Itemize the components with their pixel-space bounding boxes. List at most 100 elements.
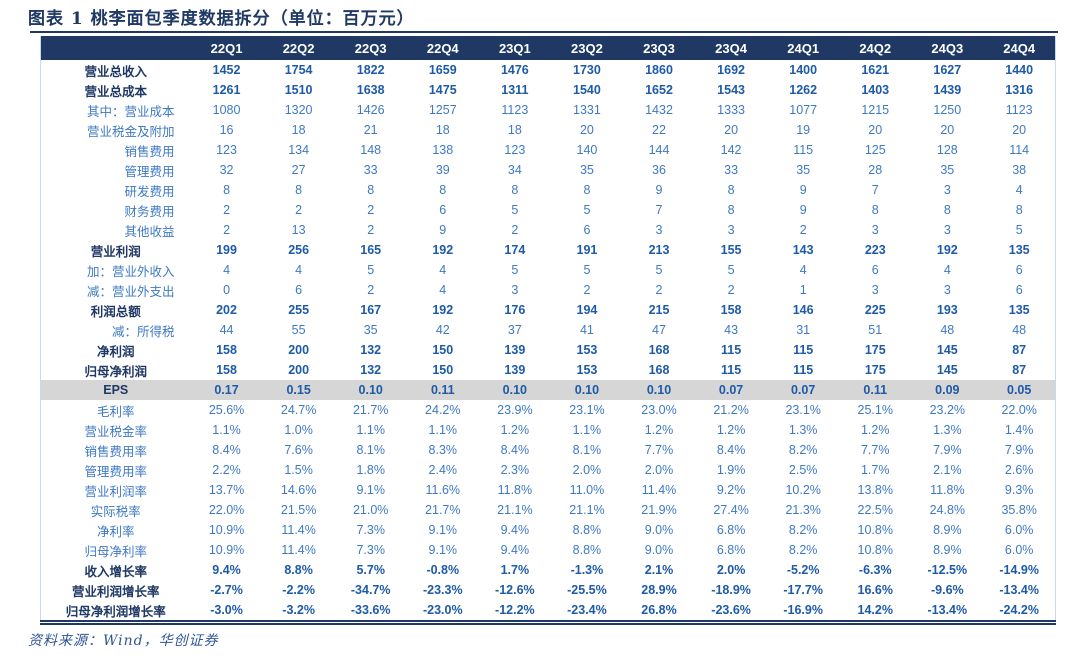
figure-title: 图表 1 桃李面包季度数据拆分（单位：百万元） [28, 9, 415, 29]
value-cell: 24.7% [280, 403, 317, 417]
value-cell: 9 [655, 183, 663, 197]
value-cell: -12.5% [927, 563, 968, 577]
value-cell: 11.8% [497, 483, 533, 497]
value-cell: 24.2% [425, 403, 461, 417]
table-row: 营业总收入 1452 1754 1822 1659 1476 1730 1860 1692 140… [41, 60, 1056, 80]
value-cell: 128 [936, 143, 958, 157]
value-cell: 150 [432, 343, 454, 357]
value-cell: 2.1% [644, 563, 674, 577]
quarter-header-cell: 23Q4 [695, 36, 768, 60]
value-cell: 11.4% [281, 523, 316, 537]
value-cell: 1.1% [428, 423, 458, 437]
table-row: 其中：营业成本 1080 1320 1426 1257 1123 1331 1432 1333 1… [41, 100, 1056, 120]
value-cell: -13.4% [927, 603, 968, 617]
row-label: 管理费用 [124, 164, 175, 179]
value-cell: 42 [435, 323, 450, 337]
value-cell: 25.6% [208, 403, 245, 417]
value-cell: 48 [1012, 323, 1027, 337]
value-cell: 132 [360, 343, 382, 357]
value-cell: 192 [936, 243, 958, 257]
value-cell: 0.10 [550, 380, 623, 400]
value-cell: 4 [1015, 183, 1023, 197]
value-cell: 158 [216, 363, 237, 377]
value-cell: 9.0% [644, 523, 674, 537]
value-cell: 4 [439, 263, 447, 277]
value-cell: 7.3% [356, 523, 385, 537]
value-cell: 175 [864, 363, 886, 377]
row-label: 加：营业外收入 [86, 264, 175, 279]
value-cell: 9.4% [500, 543, 530, 557]
value-cell: 158 [720, 303, 742, 317]
quarter-header-cell: 23Q3 [622, 36, 696, 60]
value-cell: 22.5% [857, 503, 893, 517]
value-cell: 1077 [789, 103, 818, 117]
value-cell: 2.0% [572, 463, 602, 477]
row-label: 营业税金率 [84, 424, 147, 439]
value-cell: 33 [363, 163, 378, 177]
value-cell: 23.1% [785, 403, 821, 417]
value-cell: 8.8% [284, 563, 313, 577]
value-cell: -24.2% [999, 603, 1039, 617]
value-cell: 9.1% [356, 483, 385, 497]
table-row: EPS 0.17 0.15 0.10 0.11 0.10 0.10 0.10 0.07 0.07 0… [40, 380, 1056, 400]
value-cell: 1.8% [356, 463, 385, 477]
value-cell: -0.8% [426, 563, 460, 577]
value-cell: 5 [583, 203, 591, 217]
value-cell: 35.8% [1001, 503, 1037, 517]
value-cell: 1403 [861, 83, 890, 97]
table-row: 营业利润率 13.7% 14.6% 9.1% 11.6% 11.8% 11.0% 11.4% 9… [41, 480, 1056, 500]
value-cell: 8 [1015, 203, 1023, 217]
table-row: 减：所得税 44 55 35 42 37 41 47 43 31 51 48 48 [41, 320, 1056, 340]
value-cell: 167 [360, 303, 382, 317]
value-cell: 21.2% [713, 403, 749, 417]
value-cell: 6 [295, 283, 303, 297]
value-cell: -3.0% [210, 603, 243, 617]
table-row: 毛利率 25.6% 24.7% 21.7% 24.2% 23.9% 23.1% 23.0% 21… [41, 400, 1056, 420]
value-cell: 8 [583, 183, 591, 197]
value-cell: 25.1% [857, 403, 893, 417]
value-cell: 26.8% [641, 603, 677, 617]
table-row: 收入增长率 9.4% 8.8% 5.7% -0.8% 1.7% -1.3% 2.1% 2.0% -… [41, 560, 1056, 580]
value-cell: 1440 [1005, 63, 1034, 77]
value-cell: 11.4% [281, 543, 316, 557]
row-label: 归母净利率 [84, 544, 147, 559]
value-cell: 191 [576, 243, 598, 257]
row-label: 管理费用率 [84, 464, 147, 479]
value-cell: 3 [943, 283, 951, 297]
value-cell: 31 [796, 323, 811, 337]
value-cell: 8.4% [500, 443, 530, 457]
quarter-header-cell: 22Q3 [334, 36, 407, 60]
value-cell: 6.0% [1004, 523, 1034, 537]
value-cell: 134 [288, 143, 310, 157]
table-row: 归母净利率 10.9% 11.4% 7.3% 9.1% 9.4% 8.8% 9.0% 6.8% 8… [41, 540, 1056, 560]
value-cell: 1.2% [500, 423, 530, 437]
value-cell: 1754 [284, 63, 313, 77]
value-cell: -6.3% [858, 563, 892, 577]
value-cell: 33 [724, 163, 739, 177]
value-cell: -14.9% [999, 563, 1039, 577]
value-cell: 2 [367, 283, 375, 297]
value-cell: -13.4% [999, 583, 1039, 597]
value-cell: 35 [940, 163, 955, 177]
value-cell: 8.9% [933, 523, 962, 537]
table-row: 营业税金及附加 16 18 21 18 18 20 22 20 19 20 20 20 [41, 120, 1056, 140]
value-cell: 21.7% [425, 503, 461, 517]
value-cell: 18 [291, 123, 306, 137]
row-label: 归母净利润 [84, 364, 147, 379]
value-cell: 1.0% [284, 423, 313, 437]
value-cell: 2 [367, 223, 375, 237]
value-cell: 7 [871, 183, 879, 197]
quarter-header-cell: 22Q4 [406, 36, 479, 60]
value-cell: -12.2% [495, 603, 535, 617]
value-cell: 39 [435, 163, 450, 177]
value-cell: 8 [871, 203, 879, 217]
value-cell: 21.5% [280, 503, 317, 517]
value-cell: 114 [1009, 143, 1030, 157]
value-cell: 115 [721, 343, 742, 357]
quarter-header-cell: 24Q1 [767, 36, 840, 60]
value-cell: 21.7% [352, 403, 389, 417]
value-cell: 10.8% [857, 523, 893, 537]
value-cell: -23.6% [711, 603, 751, 617]
row-label: 净利润 [96, 344, 135, 359]
